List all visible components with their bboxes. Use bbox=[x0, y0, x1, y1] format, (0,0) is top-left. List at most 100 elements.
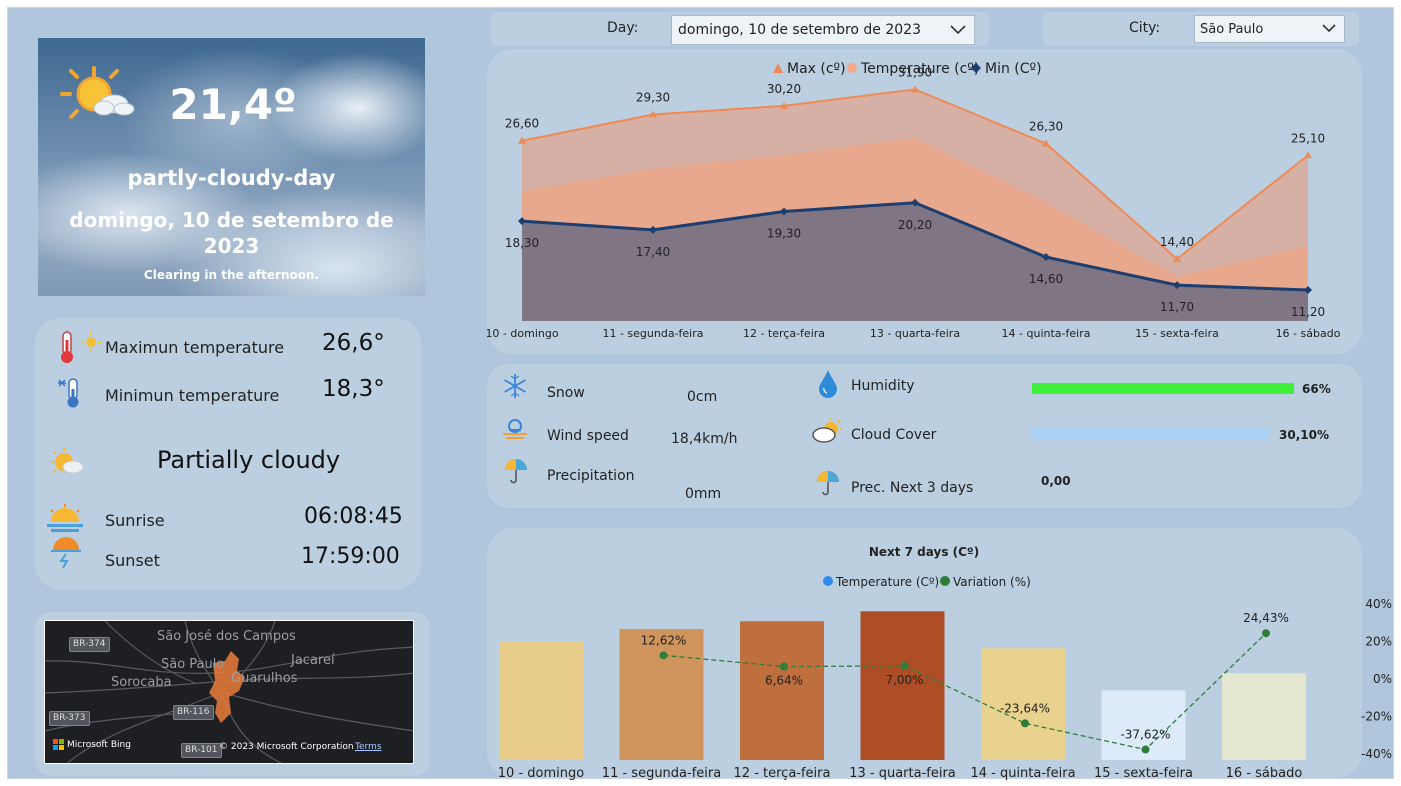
date-line-1: domingo, 10 de setembro de bbox=[69, 208, 394, 232]
x-tick-label: 16 - sábado bbox=[1226, 766, 1303, 780]
bing-brand-text: Microsoft Bing bbox=[67, 739, 131, 750]
cloud-sun-icon bbox=[812, 418, 842, 443]
city-filter-label: City: bbox=[1129, 20, 1161, 36]
umbrella-icon bbox=[817, 471, 839, 496]
legend-label: Temperature (Cº) bbox=[835, 575, 939, 589]
road-label: BR-101 bbox=[181, 743, 222, 758]
snowflake-icon bbox=[504, 374, 526, 398]
sunrise-icon bbox=[47, 504, 83, 532]
min-point bbox=[911, 198, 919, 207]
map-city-label: São José dos Campos bbox=[157, 629, 296, 644]
min-temp-value: 18,3° bbox=[322, 376, 385, 402]
precipitation-value: 0mm bbox=[685, 486, 722, 502]
partly-cloudy-sun-icon bbox=[60, 66, 135, 119]
legend-marker bbox=[940, 576, 950, 586]
road-label: BR-116 bbox=[173, 705, 214, 720]
map-terms-link[interactable]: Terms bbox=[355, 742, 382, 752]
day-select[interactable]: domingo, 10 de setembro de 2023 bbox=[671, 15, 975, 45]
max-point bbox=[1304, 151, 1312, 159]
legend-label: Min (Cº) bbox=[985, 61, 1042, 77]
map-card: BR-374 BR-373 BR-116 BR-101 São José dos… bbox=[35, 612, 430, 776]
sunset-icon bbox=[51, 537, 81, 569]
sunrise-label: Sunrise bbox=[105, 511, 165, 530]
day-filter: Day: domingo, 10 de setembro de 2023 bbox=[491, 12, 989, 46]
road-label: BR-374 bbox=[69, 637, 110, 652]
x-tick-label: 15 - sexta-feira bbox=[1094, 766, 1193, 780]
x-tick-label: 14 - quinta-feira bbox=[970, 766, 1075, 780]
chevron-down-icon bbox=[1322, 24, 1336, 33]
map-city-label: Sorocaba bbox=[111, 675, 172, 690]
umbrella-icon bbox=[505, 459, 527, 484]
thermometer-cold-icon bbox=[58, 378, 79, 408]
y-right-tick-label: 20% bbox=[1365, 635, 1392, 649]
x-tick-label: 11 - segunda-feira bbox=[602, 327, 703, 340]
min-area bbox=[522, 202, 1308, 321]
max-point bbox=[1173, 254, 1181, 262]
city-filter: City: São Paulo bbox=[1043, 12, 1359, 46]
x-tick-label: 13 - quarta-feira bbox=[849, 766, 956, 780]
variation-point bbox=[900, 661, 909, 670]
y-right-tick-label: -20% bbox=[1361, 710, 1392, 724]
max-data-label: 30,20 bbox=[767, 82, 801, 96]
wind-speed-label: Wind speed bbox=[547, 428, 629, 444]
variation-point bbox=[780, 662, 788, 671]
temperature-bar bbox=[860, 611, 945, 760]
city-select[interactable]: São Paulo bbox=[1194, 15, 1345, 43]
condition-text: Partially cloudy bbox=[157, 446, 341, 474]
variation-data-label: 12,62% bbox=[641, 633, 687, 647]
x-tick-label: 14 - quinta-feira bbox=[1002, 327, 1091, 340]
y-right-tick-label: -40% bbox=[1361, 747, 1392, 761]
variation-line bbox=[663, 632, 1267, 751]
next-7-days-chart: Next 7 days (Cº) Temperature (Cº) Variatio… bbox=[498, 545, 1392, 780]
variation-data-label: 6,64% bbox=[765, 674, 803, 688]
temperature-trend-chart: Max (cº) Temperature (cº) Min (Cº) 26,60 29,… bbox=[487, 61, 1341, 340]
x-tick-label: 16 - sábado bbox=[1276, 327, 1341, 340]
chart-legend: Max (cº) Temperature (cº) Min (Cº) bbox=[773, 61, 1042, 77]
snow-label: Snow bbox=[547, 385, 585, 401]
x-tick-label: 10 - domingo bbox=[498, 766, 584, 780]
map-city-label: Guarulhos bbox=[231, 671, 298, 686]
prec-next-3-days-value: 0,00 bbox=[1041, 474, 1071, 488]
metrics-card: Snow 0cm Wind speed 18,4km/h Precipitati… bbox=[487, 364, 1362, 508]
max-data-label: 29,30 bbox=[636, 91, 670, 105]
current-weather-card: 21,4º partly-cloudy-day domingo, 10 de s… bbox=[38, 38, 425, 296]
min-data-label: 11,20 bbox=[1291, 305, 1325, 319]
temperature-bar bbox=[981, 648, 1065, 760]
x-tick-label: 15 - sexta-feira bbox=[1135, 327, 1219, 340]
min-point bbox=[1042, 253, 1050, 262]
x-tick-label: 12 - terça-feira bbox=[734, 766, 831, 780]
cloud-cover-value: 30,10% bbox=[1279, 428, 1329, 442]
y-right-tick-label: 0% bbox=[1373, 672, 1392, 686]
max-data-label: 14,40 bbox=[1160, 235, 1194, 249]
temperature-bar bbox=[1222, 673, 1306, 760]
cloud-cover-label: Cloud Cover bbox=[851, 427, 937, 443]
max-point bbox=[911, 85, 919, 93]
variation-data-label: -23,64% bbox=[1000, 701, 1050, 715]
max-data-label: 31,90 bbox=[898, 65, 932, 79]
variation-point bbox=[1021, 719, 1029, 728]
min-point bbox=[649, 225, 657, 234]
day-select-value: domingo, 10 de setembro de 2023 bbox=[678, 22, 921, 38]
bing-brand: Microsoft Bing bbox=[53, 739, 131, 750]
temperature-bar bbox=[619, 629, 704, 760]
precipitation-label: Precipitation bbox=[547, 468, 635, 484]
wind-icon bbox=[503, 419, 527, 439]
sunrise-value: 06:08:45 bbox=[304, 504, 403, 529]
temperature-trend-card: Max (cº) Temperature (cº) Min (Cº) 26,60 29,… bbox=[487, 49, 1362, 354]
weather-description: Clearing in the afternoon. bbox=[143, 268, 320, 282]
snow-value: 0cm bbox=[687, 389, 718, 405]
partly-cloudy-icon bbox=[51, 448, 84, 474]
city-map[interactable]: BR-374 BR-373 BR-116 BR-101 São José dos… bbox=[44, 620, 414, 764]
map-city-label: São Paulo bbox=[161, 657, 225, 672]
day-filter-label: Day: bbox=[607, 20, 639, 36]
sunset-value: 17:59:00 bbox=[301, 544, 400, 569]
max-point bbox=[1042, 139, 1050, 147]
date-line-2: 2023 bbox=[203, 234, 260, 258]
min-temp-label: Minimun temperature bbox=[105, 386, 280, 405]
max-temp-label: Maximun temperature bbox=[105, 338, 285, 357]
x-tick-label: 12 - terça-feira bbox=[743, 327, 825, 340]
min-data-label: 20,20 bbox=[898, 218, 932, 232]
x-tick-label: 11 - segunda-feira bbox=[602, 766, 721, 780]
max-temp-value: 26,6° bbox=[322, 330, 385, 356]
legend-marker bbox=[847, 63, 857, 73]
